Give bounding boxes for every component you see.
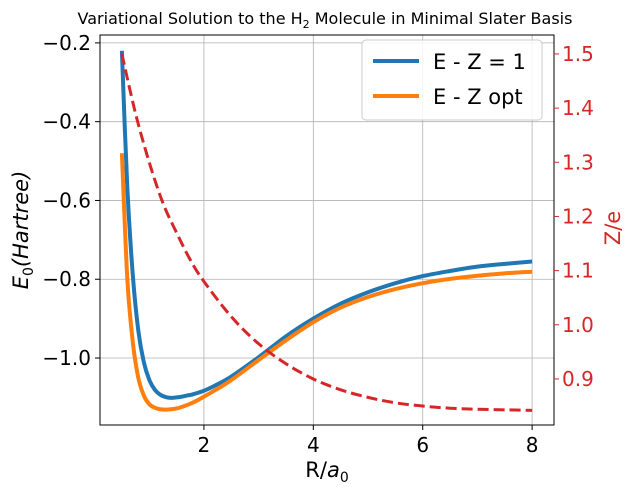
x-axis: 2 4 6 8 — [198, 425, 539, 457]
y2-tick-label: 1.5 — [562, 42, 594, 66]
x-tick-label: 4 — [307, 433, 320, 457]
chart-title-subscript: 2 — [303, 18, 310, 31]
y-axis-left: −1.0 −0.8 −0.6 −0.4 −0.2 — [42, 31, 100, 370]
plot-frame — [99, 34, 555, 426]
legend: E - Z = 1 E - Z opt — [361, 39, 543, 121]
legend-label-e-zopt: E - Z opt — [433, 85, 523, 109]
series-line-e-z1 — [119, 50, 533, 400]
y-tick-label: −1.0 — [42, 346, 91, 370]
x-tick-label: 2 — [198, 433, 211, 457]
y2-tick-label: 1.2 — [562, 204, 594, 228]
chart-title: Variational Solution to the H2 Molecule … — [78, 9, 573, 31]
y-tick-label: −0.2 — [42, 31, 91, 55]
y-tick-label: −0.8 — [42, 267, 91, 291]
y-tick-label: −0.6 — [42, 188, 91, 212]
x-axis-label: R/a0 — [305, 458, 348, 486]
y-axis-label: E0(Hartree) — [9, 171, 37, 290]
y-tick-label: −0.4 — [42, 110, 91, 134]
y2-tick-label: 1.4 — [562, 96, 594, 120]
series-layer — [119, 50, 533, 412]
x-tick-label: 8 — [526, 433, 539, 457]
y2-tick-label: 1.1 — [562, 259, 594, 283]
y2-axis-label: Z/e — [601, 211, 625, 245]
series-line-z-over-e — [120, 53, 533, 412]
y2-tick-label: 0.9 — [562, 367, 594, 391]
y2-tick-label: 1.0 — [562, 313, 594, 337]
y-axis-right: 0.9 1.0 1.1 1.2 1.3 1.4 1.5 — [554, 42, 594, 391]
legend-label-e-z1: E - Z = 1 — [433, 50, 526, 74]
x-tick-label: 6 — [416, 433, 429, 457]
series-line-e-zopt — [119, 153, 533, 412]
y2-tick-label: 1.3 — [562, 150, 594, 174]
